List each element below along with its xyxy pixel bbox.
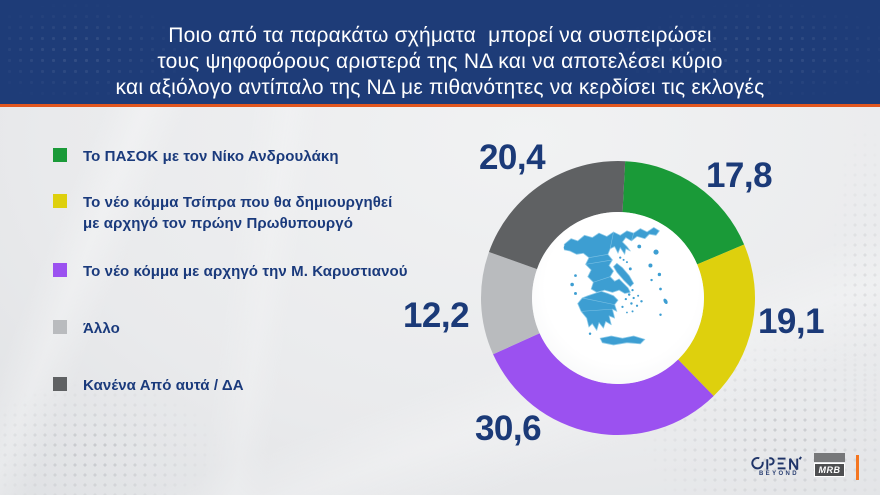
header: Ποιο από τα παρακάτω σχήματα μπορεί να σ… [0, 0, 880, 104]
legend-item-3: Το νέο κόμμα με αρχηγό την Μ. Καρυστιανο… [53, 261, 408, 282]
legend-swatch [53, 263, 67, 277]
peloponnese [577, 290, 619, 331]
legend-swatch [53, 320, 67, 334]
donut-value-label-1: 17,8 [705, 156, 773, 195]
header-dot-pattern-right [610, 0, 880, 104]
legend-swatch [53, 377, 67, 391]
legend-item-label: Το νέο κόμμα Τσίπρα που θα δημιουργηθεί … [83, 194, 393, 232]
greece-map [563, 227, 668, 346]
open-logo [751, 456, 802, 471]
open-logo-beyond-text: BEYOND [758, 471, 800, 477]
legend-item-label: Το ΠΑΣΟΚ με τον Νίκο Ανδρουλάκη [83, 148, 339, 165]
header-accent-rule [0, 104, 880, 107]
donut-slice-5 [488, 161, 626, 270]
mrb-logo: MRB [814, 453, 845, 477]
legend-item-label: Κανένα Από αυτά / ΔΑ [83, 377, 244, 394]
greek-islands [563, 234, 668, 335]
legend-swatch [53, 148, 67, 162]
greece-mainland [563, 227, 660, 294]
donut-slice-1 [622, 161, 745, 265]
donut-value-label-5: 20,4 [478, 138, 546, 177]
donut-slice-4 [480, 251, 540, 355]
footer-accent-bar [856, 455, 859, 480]
title-line-1: Ποιο από τα παρακάτω σχήματα μπορεί να σ… [168, 24, 712, 47]
title-line-2: τους ψηφοφόρους αριστερά της ΝΔ και να α… [157, 50, 723, 73]
page-title: Ποιο από τα παρακάτω σχήματα μπορεί να σ… [0, 23, 880, 101]
legend-item-2: Το νέο κόμμα Τσίπρα που θα δημιουργηθεί … [53, 192, 392, 234]
donut-value-label-3: 30,6 [474, 409, 542, 448]
euboea [613, 262, 635, 288]
title-line-3: και αξιόλογο αντίπαλο της ΝΔ με πιθανότη… [115, 76, 765, 99]
donut-slice-3 [493, 333, 714, 435]
legend-item-5: Κανένα Από αυτά / ΔΑ [53, 375, 244, 396]
legend-item-1: Το ΠΑΣΟΚ με τον Νίκο Ανδρουλάκη [53, 146, 339, 167]
donut-value-label-4: 12,2 [402, 296, 470, 335]
mrb-logo-box: MRB [814, 463, 845, 477]
mrb-logo-bar [814, 453, 845, 462]
header-dot-pattern-left [0, 0, 200, 104]
legend-swatch [53, 194, 67, 208]
crete [599, 335, 646, 346]
legend-item-label: Άλλο [83, 320, 120, 337]
donut-slice-2 [678, 244, 755, 397]
region-borders [581, 231, 634, 312]
mrb-logo-text: MRB [818, 464, 841, 475]
legend-item-label: Το νέο κόμμα με αρχηγό την Μ. Καρυστιανο… [83, 263, 408, 280]
donut-value-label-2: 19,1 [757, 302, 825, 341]
legend-item-4: Άλλο [53, 318, 120, 339]
